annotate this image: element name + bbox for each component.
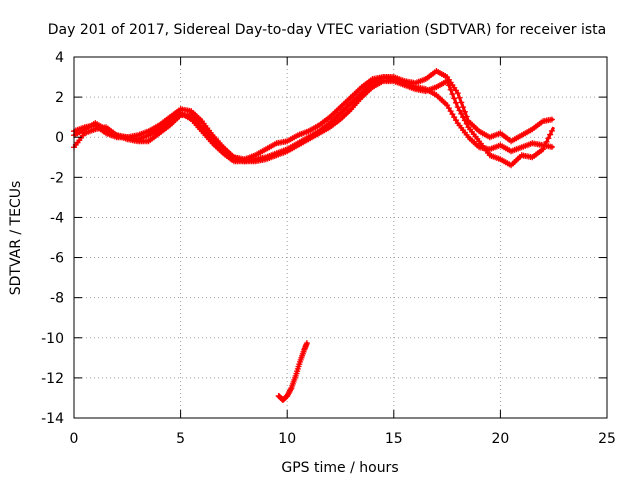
y-tick-label: 0 xyxy=(55,130,64,146)
data-point xyxy=(463,113,470,120)
data-point xyxy=(451,95,458,102)
data-point xyxy=(541,142,548,149)
data-point xyxy=(445,105,452,112)
data-point xyxy=(447,86,454,93)
data-point xyxy=(460,114,467,121)
x-tick-label: 5 xyxy=(176,431,185,447)
data-point xyxy=(548,116,555,123)
data-point xyxy=(451,114,458,121)
data-point xyxy=(456,94,463,101)
data-point xyxy=(543,138,550,145)
data-point xyxy=(460,104,467,111)
x-tick-label: 15 xyxy=(385,431,403,447)
data-point xyxy=(454,104,461,111)
data-point xyxy=(303,340,310,347)
data-point xyxy=(452,99,459,106)
data-point xyxy=(461,117,468,124)
data-point xyxy=(445,82,452,89)
data-point xyxy=(545,135,552,142)
y-tick-label: -6 xyxy=(50,251,64,267)
data-point xyxy=(444,102,451,109)
data-point xyxy=(449,111,456,118)
data-point xyxy=(463,120,470,127)
x-tick-label: 20 xyxy=(491,431,509,447)
data-point xyxy=(454,90,461,97)
y-tick-label: -8 xyxy=(50,291,64,307)
series-sdtvar-main-3 xyxy=(71,78,556,169)
data-point xyxy=(449,91,456,98)
y-tick-label: -2 xyxy=(50,170,64,186)
x-tick-label: 10 xyxy=(278,431,296,447)
data-point xyxy=(548,127,555,134)
data-point xyxy=(456,107,463,114)
y-tick-label: -14 xyxy=(41,411,64,427)
x-tick-label: 0 xyxy=(70,431,79,447)
data-point xyxy=(447,108,454,115)
data-point xyxy=(547,131,554,138)
x-tick-label: 25 xyxy=(598,431,616,447)
x-axis-label: GPS time / hours xyxy=(281,460,398,476)
data-layer xyxy=(71,68,556,403)
y-tick-label: 4 xyxy=(55,50,64,66)
series-sdtvar-excursion xyxy=(275,340,310,403)
y-tick-label: -4 xyxy=(50,210,64,226)
data-point xyxy=(452,117,459,124)
data-point xyxy=(461,108,468,115)
data-point xyxy=(287,386,294,393)
y-tick-label: -12 xyxy=(41,371,64,387)
data-point xyxy=(458,99,465,106)
chart-title: Day 201 of 2017, Sidereal Day-to-day VTE… xyxy=(48,22,606,38)
data-point xyxy=(540,146,547,153)
data-point xyxy=(548,143,555,150)
data-point xyxy=(444,78,451,85)
y-tick-label: 2 xyxy=(55,90,64,106)
ticks: 420-2-4-6-8-10-12-140 5 10 15 20 25 xyxy=(41,50,616,447)
y-axis-label: SDTVAR / TECUs xyxy=(8,181,24,296)
data-point xyxy=(458,110,465,117)
y-tick-label: -10 xyxy=(41,331,64,347)
plot-frame xyxy=(73,56,608,419)
